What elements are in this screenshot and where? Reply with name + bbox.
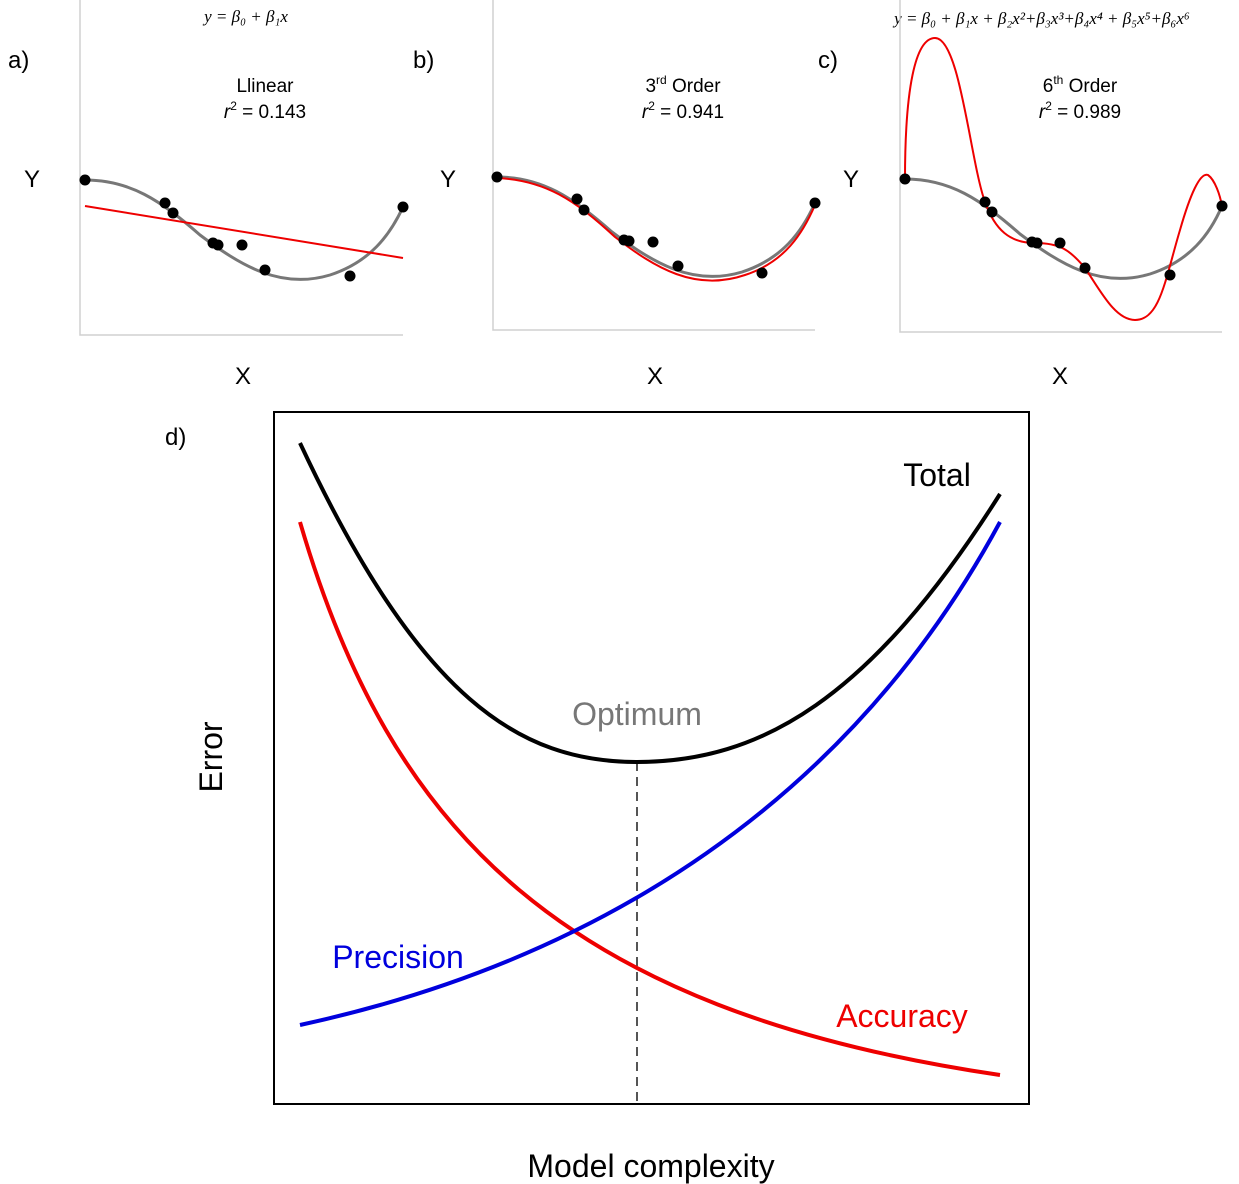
- title-number: 3: [645, 76, 656, 97]
- points: [491, 171, 821, 279]
- y-label: Y: [440, 166, 456, 193]
- true-curve: [904, 177, 1224, 280]
- accuracy-label: Accuracy: [836, 998, 968, 1034]
- optimum-label: Optimum: [572, 696, 702, 732]
- fit: r2 = 0.941: [642, 99, 724, 123]
- total-label: Total: [903, 457, 971, 493]
- model-title: 6th Order: [1043, 73, 1118, 97]
- fit-sup: 2: [648, 99, 655, 113]
- fit-curve: [904, 36, 1223, 322]
- title-number: 6: [1043, 76, 1054, 97]
- fit-sup: 2: [1045, 99, 1052, 113]
- title-sup: rd: [656, 73, 667, 87]
- fit-value: = 0.941: [655, 102, 724, 123]
- panel-d: d) Total Optimum Precision Accuracy Erro…: [165, 411, 1030, 1184]
- true-curve: [84, 178, 405, 281]
- axes: [492, 0, 815, 331]
- x-label: X: [647, 363, 663, 390]
- x-label: X: [1052, 363, 1068, 390]
- y-label: Error: [193, 721, 229, 792]
- title-text: Order: [667, 76, 722, 97]
- model-title: Llinear: [236, 76, 294, 97]
- precision-label: Precision: [332, 939, 464, 975]
- total-curve: [298, 442, 1002, 765]
- panel-label: d): [165, 424, 186, 451]
- y-label: Y: [24, 166, 40, 193]
- panel-label: a): [8, 47, 29, 74]
- axes: [79, 0, 403, 336]
- panel-a: a) y = β₀ + β₁x Llinear r2 = 0.143 Y X: [8, 0, 409, 390]
- title-sup: th: [1053, 73, 1063, 87]
- fit: r2 = 0.143: [224, 99, 306, 123]
- true-curve: [496, 175, 817, 278]
- plot-frame: [273, 411, 1030, 1105]
- fit: r2 = 0.989: [1039, 99, 1121, 123]
- fit-var: r: [642, 102, 649, 123]
- panel-label: c): [818, 47, 838, 74]
- title-text: Order: [1063, 76, 1118, 97]
- y-label: Y: [843, 166, 859, 193]
- precision-curve: [299, 521, 1002, 1027]
- fit-sup: 2: [230, 99, 237, 113]
- points: [79, 174, 409, 282]
- model-title: 3rd Order: [645, 73, 721, 97]
- panel-label: b): [413, 47, 434, 74]
- x-label: X: [235, 363, 251, 390]
- panel-b: b) 3rd Order r2 = 0.941 Y X: [413, 0, 821, 390]
- accuracy-curve: [298, 521, 1001, 1077]
- fit-var: r: [1039, 102, 1046, 123]
- equation: y = β₀ + β₁x + β₂x²+β₃x³+β₄x⁴ + β₅x⁵+β₆x…: [892, 9, 1190, 28]
- x-label: Model complexity: [527, 1148, 774, 1184]
- points: [899, 173, 1228, 281]
- axes: [899, 0, 1222, 333]
- fit-var: r: [224, 102, 231, 123]
- fit-value: = 0.143: [237, 102, 306, 123]
- fit-line: [84, 205, 404, 259]
- equation: y = β₀ + β₁x: [202, 7, 288, 26]
- fit-curve: [496, 177, 816, 282]
- panel-c: c) y = β₀ + β₁x + β₂x²+β₃x³+β₄x⁴ + β₅x⁵+…: [818, 0, 1228, 390]
- fit-value: = 0.989: [1052, 102, 1121, 123]
